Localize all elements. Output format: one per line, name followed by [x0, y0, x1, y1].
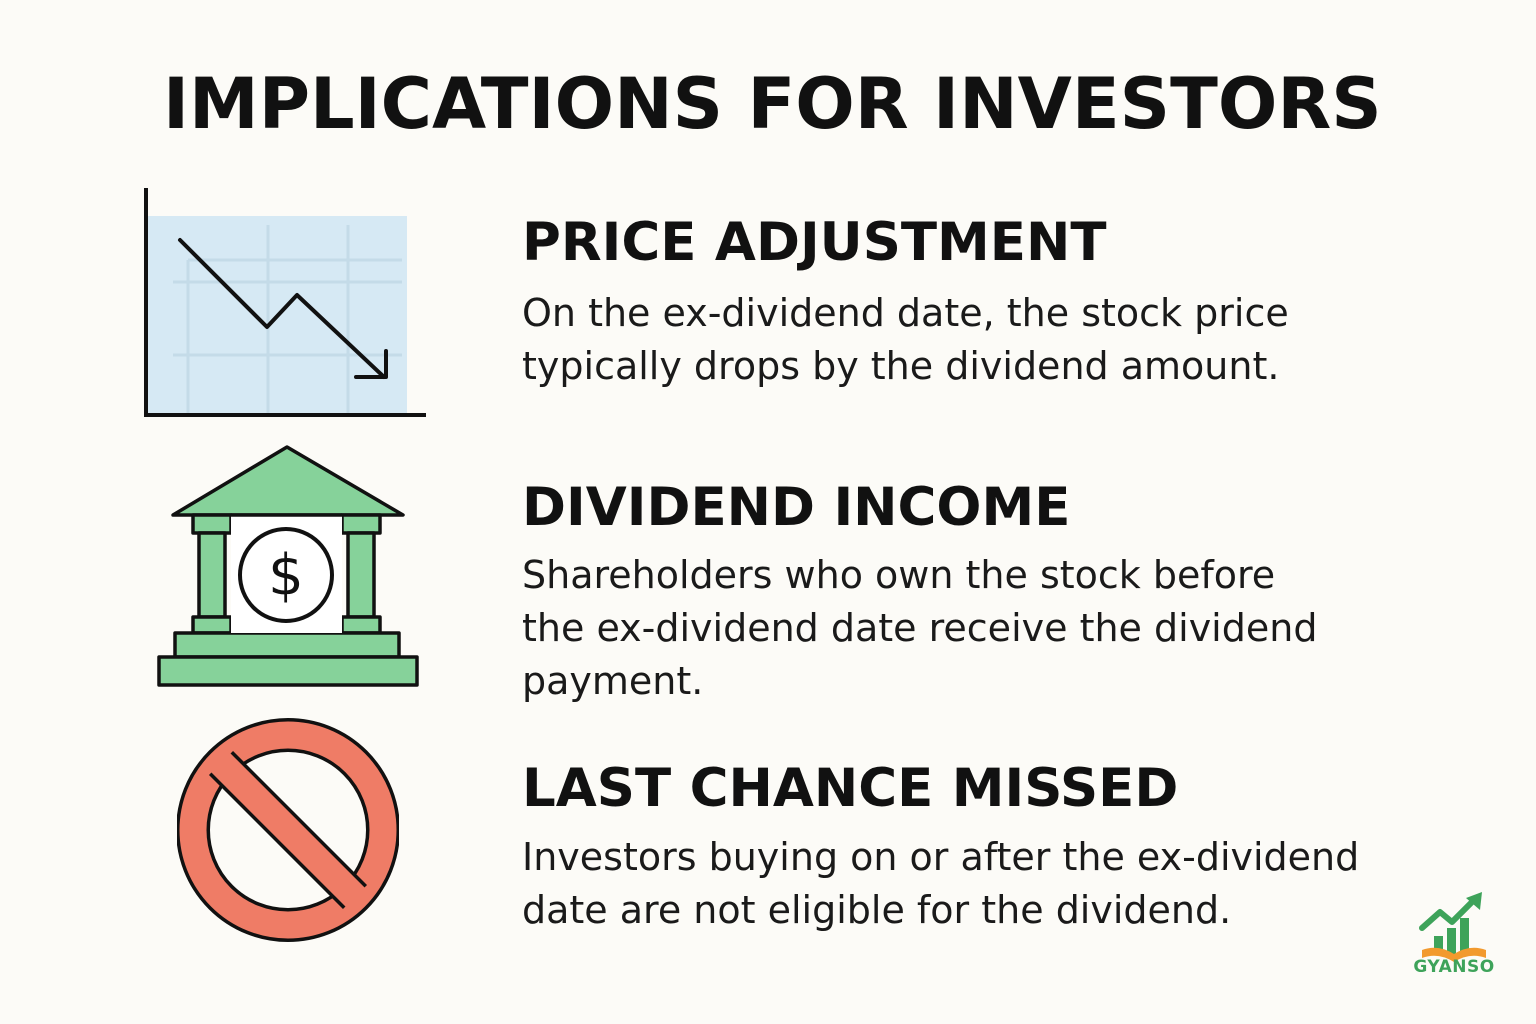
- bank-dollar-icon: $: [157, 445, 419, 687]
- logo-text: GYANSO: [1413, 957, 1495, 977]
- chart-down-icon: [144, 188, 426, 417]
- last-chance-missed-description: Investors buying on or after the ex-divi…: [522, 831, 1422, 937]
- page-title: IMPLICATIONS FOR INVESTORS: [163, 63, 1382, 145]
- description-line: Investors buying on or after the ex-divi…: [522, 835, 1360, 879]
- description-line: date are not eligible for the dividend.: [522, 888, 1232, 932]
- description-line: typically drops by the dividend amount.: [522, 344, 1280, 388]
- price-adjustment-description: On the ex-dividend date, the stock price…: [522, 287, 1422, 393]
- prohibited-icon: [177, 718, 399, 942]
- last-chance-missed-heading: LAST CHANCE MISSED: [522, 758, 1179, 819]
- dividend-income-heading: DIVIDEND INCOME: [522, 477, 1071, 538]
- description-line: payment.: [522, 659, 704, 703]
- growth-book-logo-icon: [1419, 892, 1486, 962]
- description-line: the ex-dividend date receive the dividen…: [522, 606, 1318, 650]
- description-line: On the ex-dividend date, the stock price: [522, 291, 1289, 335]
- description-line: Shareholders who own the stock before: [522, 553, 1276, 597]
- price-adjustment-heading: PRICE ADJUSTMENT: [522, 212, 1107, 273]
- dividend-income-description: Shareholders who own the stock before th…: [522, 549, 1422, 708]
- svg-text:$: $: [268, 543, 304, 608]
